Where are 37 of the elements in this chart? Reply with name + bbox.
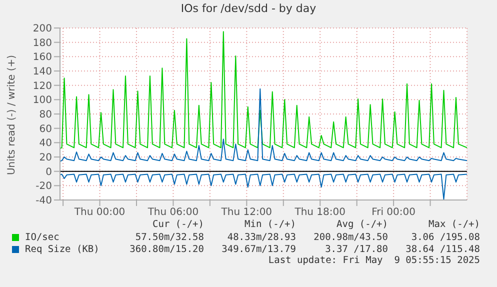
y-tick-label: 180	[32, 38, 52, 49]
x-tick-label: Thu 06:00	[146, 207, 199, 218]
legend-label: IO/sec	[25, 232, 60, 242]
text: Last update: Fri May 9 05:55:15 2025	[268, 255, 480, 266]
y-tick-label: 200	[32, 24, 52, 35]
x-tick-label: Fri 00:00	[372, 207, 416, 218]
y-tick-label: 20	[39, 152, 52, 164]
y-axis-title: Units read (-) / write (+)	[6, 54, 18, 176]
y-tick-label: -40	[36, 196, 52, 207]
y-tick-label: 160	[32, 52, 52, 64]
y-tick-label: -20	[36, 181, 52, 192]
text: 360.80m/15.20	[130, 244, 204, 254]
y-tick-label: 40	[39, 138, 52, 150]
chart-title: IOs for /dev/sdd - by day	[180, 2, 318, 15]
text: 48.33m/28.93	[227, 232, 296, 242]
text: 3.06 /195.08	[411, 232, 480, 242]
text: 38.64 /115.48	[406, 244, 480, 254]
line-series	[60, 31, 467, 149]
text: 3.37 /17.80	[325, 244, 388, 254]
x-tick-label: Thu 00:00	[73, 207, 126, 218]
text: Max (-/+)	[428, 219, 480, 230]
y-tick-label: 140	[32, 66, 52, 78]
legend-label: Req Size (KB)	[25, 244, 100, 254]
text: Min (-/+)	[244, 219, 296, 230]
y-tick-label: 0	[46, 166, 52, 178]
text: 200.98m/43.50	[314, 232, 388, 242]
y-tick-label: 60	[39, 124, 52, 135]
text: 57.50m/32.58	[135, 232, 204, 242]
text: Cur (-/+)	[152, 219, 204, 230]
line-series	[60, 88, 467, 162]
x-tick-label: Thu 18:00	[294, 207, 346, 218]
y-tick-label: 100	[32, 95, 52, 106]
y-tick-label: 80	[39, 110, 52, 121]
text: Avg (-/+)	[336, 219, 388, 230]
x-tick-label: Thu 12:00	[220, 207, 272, 218]
text: 349.67m/13.79	[222, 244, 296, 254]
y-tick-label: 120	[32, 80, 52, 92]
